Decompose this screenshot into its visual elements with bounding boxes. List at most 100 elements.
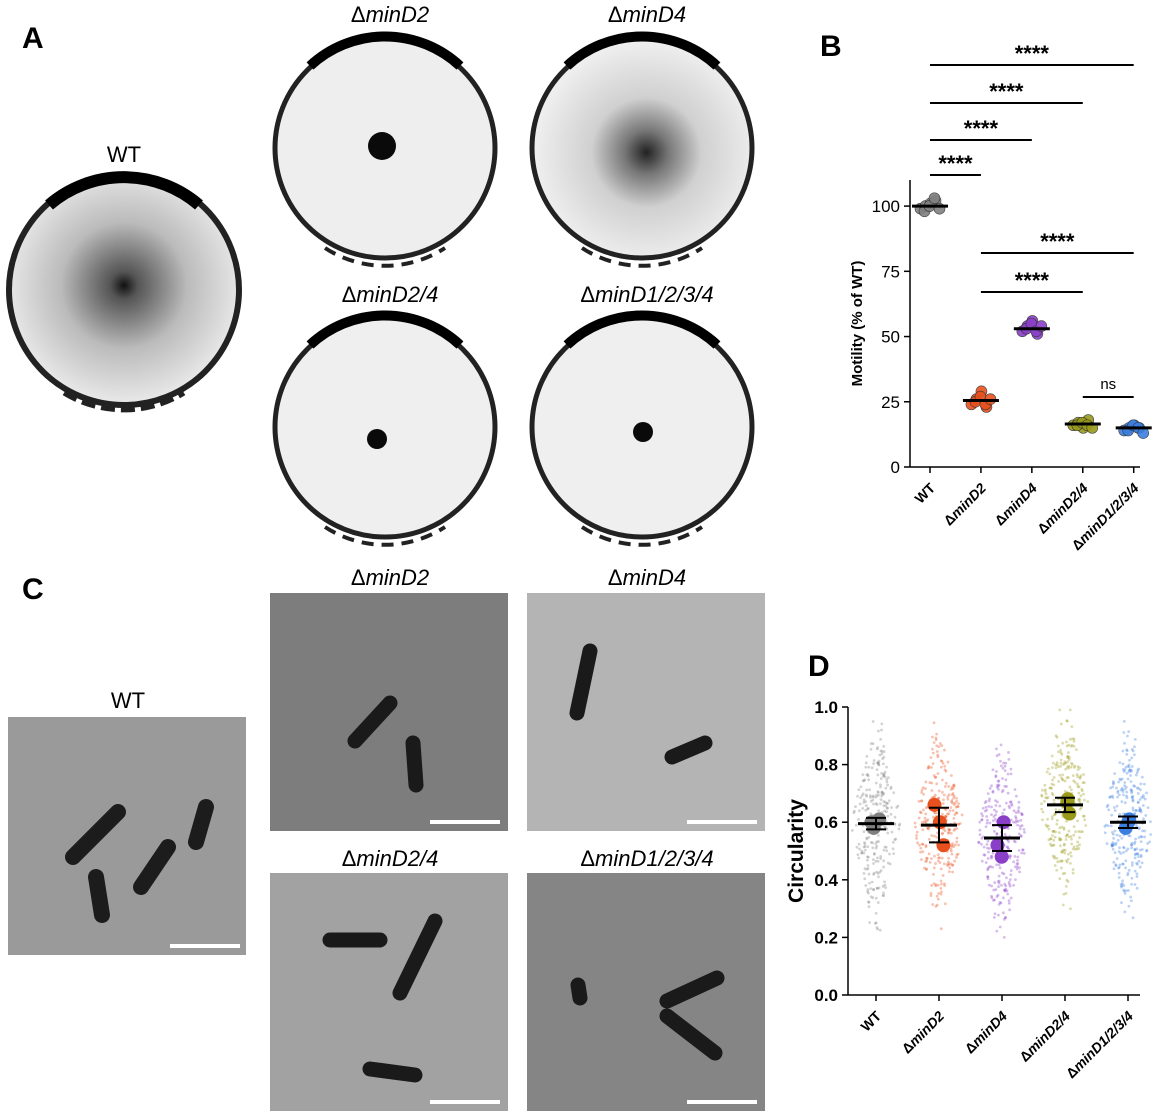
cell-point-delta-mind4 [1005, 889, 1009, 893]
cell-point-delta-mind4 [999, 883, 1003, 887]
cell-point-delta-mind2 [957, 802, 960, 805]
cell-point-delta-mind1-2-3-4 [1127, 763, 1131, 767]
cell-point-delta-mind2 [924, 806, 928, 810]
cell-point-wt [855, 845, 859, 849]
cell-point-delta-mind2 [928, 781, 932, 785]
cell-point-delta-mind2 [927, 837, 931, 841]
cell-point-delta-mind4 [996, 893, 1000, 897]
cell-point-wt [871, 841, 874, 845]
cell-point-delta-mind2-4 [1065, 719, 1069, 723]
cell-point-wt [863, 877, 867, 881]
cell-point-delta-mind1-2-3-4 [1135, 786, 1139, 790]
cell-point-delta-mind1-2-3-4 [1128, 758, 1131, 762]
cell-point-delta-mind1-2-3-4 [1140, 861, 1144, 865]
cell-point-delta-mind2 [940, 890, 943, 894]
cell-point-wt [865, 836, 869, 840]
cell-point-delta-mind2-4 [1065, 860, 1069, 864]
cell-point-delta-mind4 [988, 797, 992, 801]
cell-point-delta-mind2 [925, 856, 928, 860]
cell-point-delta-mind1-2-3-4 [1130, 789, 1134, 793]
cell-point-delta-mind2 [932, 882, 936, 886]
cell-point-wt [872, 802, 875, 806]
cell-point-delta-mind2-4 [1049, 786, 1053, 790]
cell-point-delta-mind2-4 [1047, 838, 1051, 842]
cell-point-delta-mind1-2-3-4 [1115, 857, 1119, 860]
cell-point-delta-mind2-4 [1071, 737, 1075, 741]
cell-point-wt [877, 840, 880, 843]
cell-point-delta-mind1-2-3-4 [1139, 840, 1143, 843]
cell-point-delta-mind2-4 [1078, 843, 1081, 847]
cell-point-wt [882, 774, 886, 778]
cell-point-delta-mind2-4 [1066, 754, 1069, 758]
cell-point-wt [879, 783, 882, 787]
cell-point-wt [880, 750, 884, 753]
cell-point-delta-mind1-2-3-4 [1120, 882, 1124, 885]
cell-point-delta-mind1-2-3-4 [1146, 842, 1149, 845]
cell-point-wt [865, 837, 869, 841]
cell-point-delta-mind2-4 [1054, 734, 1058, 738]
cell-point-wt [878, 928, 882, 932]
cell-point-delta-mind1-2-3-4 [1145, 791, 1148, 795]
cell-point-delta-mind2 [955, 799, 959, 803]
cell-point-delta-mind2-4 [1067, 835, 1071, 839]
cell-point-delta-mind2 [941, 831, 944, 835]
cell-point-wt [876, 761, 880, 765]
cell-point-wt [886, 831, 890, 835]
cell-point-delta-mind1-2-3-4 [1105, 842, 1109, 845]
cell-point-delta-mind2 [938, 856, 942, 860]
cell-point-delta-mind2-4 [1052, 798, 1056, 802]
cell-point-delta-mind4 [1008, 806, 1012, 810]
cell-point-delta-mind2 [953, 859, 957, 863]
cell-point-delta-mind4 [1016, 855, 1020, 859]
cell-point-delta-mind4 [1009, 896, 1013, 900]
cell-point-delta-mind2 [946, 864, 949, 867]
cell-point-delta-mind1-2-3-4 [1125, 748, 1129, 752]
cell-point-wt [889, 812, 893, 816]
cell-point-wt [875, 844, 879, 848]
plate-label-mind1234: ΔminD1/2/3/4 [580, 282, 714, 307]
cell-point-delta-mind2-4 [1051, 844, 1055, 847]
cell-point-delta-mind2-4 [1055, 822, 1059, 826]
cell-point-wt [887, 799, 891, 803]
cell-point-wt [866, 807, 870, 810]
cell-point-delta-mind2-4 [1044, 792, 1048, 796]
cell-point-wt [882, 755, 886, 759]
cell-point-delta-mind2-4 [1074, 830, 1078, 834]
cell-point-delta-mind4 [996, 779, 1000, 783]
cell-point-delta-mind1-2-3-4 [1129, 774, 1132, 777]
cell-point-delta-mind2-4 [1055, 761, 1059, 764]
y-tick-label: 50 [881, 328, 900, 347]
cell-point-wt [877, 761, 880, 765]
cell-point-wt [860, 851, 864, 855]
cell-point-delta-mind2 [951, 787, 955, 791]
cell-point-delta-mind1-2-3-4 [1117, 850, 1121, 854]
cell-point-delta-mind2-4 [1046, 824, 1050, 828]
cell-point-delta-mind2-4 [1082, 781, 1086, 785]
cell-point-delta-mind2 [955, 811, 959, 815]
cell-point-delta-mind2 [937, 796, 941, 800]
cell-point-delta-mind4 [997, 879, 1001, 883]
cell-point-wt [864, 765, 868, 769]
y-tick-label: 25 [881, 393, 900, 412]
cell-point-wt [888, 852, 891, 856]
cell-point-delta-mind1-2-3-4 [1143, 829, 1147, 833]
cell-point-delta-mind2 [955, 836, 959, 840]
cell-point-delta-mind4 [1020, 811, 1023, 815]
cell-point-delta-mind1-2-3-4 [1111, 832, 1115, 836]
cell-point-delta-mind4 [1018, 870, 1022, 874]
cell-point-delta-mind1-2-3-4 [1136, 800, 1140, 804]
cell-point-wt [858, 847, 861, 851]
cell-point-delta-mind2-4 [1063, 762, 1066, 766]
cell-point-wt [878, 870, 882, 874]
cell-point-delta-mind4 [977, 840, 981, 844]
cell-point-delta-mind2 [931, 762, 935, 766]
cell-point-delta-mind2-4 [1043, 790, 1047, 793]
cell-point-wt [886, 814, 890, 818]
cell-point-delta-mind1-2-3-4 [1136, 792, 1140, 795]
cell-point-wt [858, 802, 862, 806]
cell-point-delta-mind2-4 [1058, 877, 1062, 881]
cell-point-delta-mind2-4 [1066, 833, 1069, 837]
cell-point-delta-mind1-2-3-4 [1124, 866, 1128, 870]
cell-point-delta-mind2 [921, 842, 925, 846]
cell-point-delta-mind4 [991, 819, 995, 823]
